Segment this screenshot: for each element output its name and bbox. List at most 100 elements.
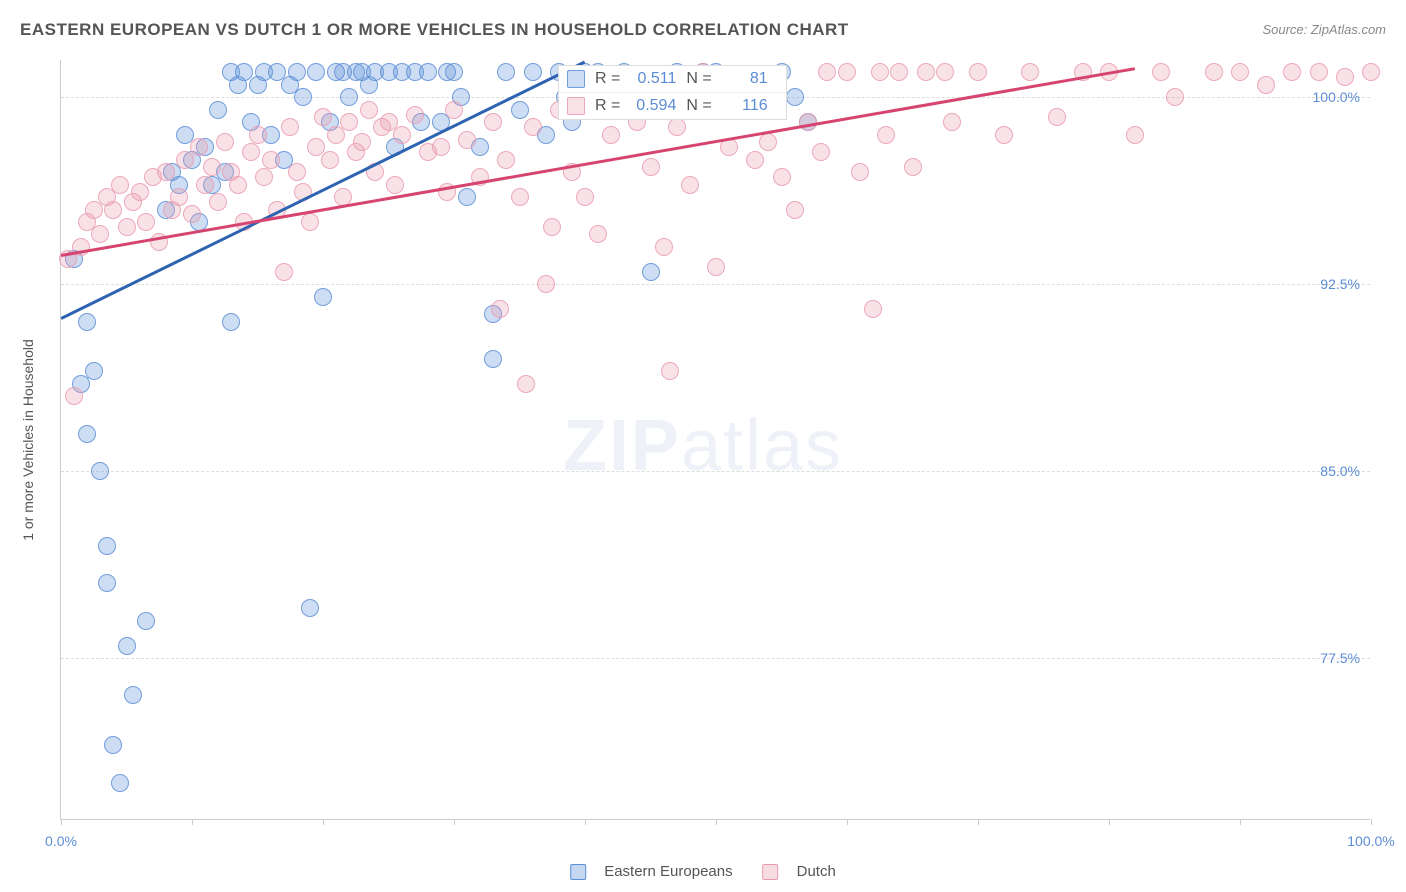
gridline bbox=[61, 658, 1370, 659]
data-point bbox=[249, 126, 267, 144]
data-point bbox=[275, 263, 293, 281]
x-tick bbox=[978, 819, 979, 825]
data-point bbox=[242, 143, 260, 161]
y-tick-label: 85.0% bbox=[1320, 463, 1360, 479]
data-point bbox=[851, 163, 869, 181]
data-point bbox=[104, 736, 122, 754]
data-point bbox=[85, 362, 103, 380]
data-point bbox=[78, 313, 96, 331]
data-point bbox=[1126, 126, 1144, 144]
data-point bbox=[419, 63, 437, 81]
data-point bbox=[432, 138, 450, 156]
data-point bbox=[458, 188, 476, 206]
x-tick bbox=[847, 819, 848, 825]
data-point bbox=[511, 101, 529, 119]
data-point bbox=[301, 599, 319, 617]
data-point bbox=[1283, 63, 1301, 81]
data-point bbox=[386, 176, 404, 194]
data-point bbox=[904, 158, 922, 176]
data-point bbox=[91, 225, 109, 243]
data-point bbox=[1166, 88, 1184, 106]
correlation-stats-box: R =0.511N =81R =0.594N =116 bbox=[558, 65, 787, 120]
data-point bbox=[812, 143, 830, 161]
data-point bbox=[458, 131, 476, 149]
data-point bbox=[1257, 76, 1275, 94]
x-tick bbox=[1240, 819, 1241, 825]
data-point bbox=[491, 300, 509, 318]
scatter-plot-area: 77.5%85.0%92.5%100.0%0.0%100.0% bbox=[60, 60, 1370, 820]
data-point bbox=[943, 113, 961, 131]
data-point bbox=[511, 188, 529, 206]
data-point bbox=[111, 774, 129, 792]
data-point bbox=[773, 168, 791, 186]
data-point bbox=[445, 101, 463, 119]
data-point bbox=[360, 101, 378, 119]
data-point bbox=[1362, 63, 1380, 81]
legend-swatch bbox=[567, 70, 585, 88]
data-point bbox=[890, 63, 908, 81]
stat-r-value: 0.594 bbox=[624, 97, 676, 115]
data-point bbox=[1152, 63, 1170, 81]
stats-row: R =0.511N =81 bbox=[559, 66, 786, 92]
data-point bbox=[746, 151, 764, 169]
data-point bbox=[864, 300, 882, 318]
legend-swatch bbox=[763, 864, 779, 880]
data-point bbox=[759, 133, 777, 151]
x-tick bbox=[716, 819, 717, 825]
data-point bbox=[209, 193, 227, 211]
data-point bbox=[576, 188, 594, 206]
data-point bbox=[1048, 108, 1066, 126]
stat-n-value: 81 bbox=[716, 70, 768, 88]
data-point bbox=[190, 138, 208, 156]
data-point bbox=[543, 218, 561, 236]
data-point bbox=[131, 183, 149, 201]
data-point bbox=[340, 88, 358, 106]
chart-title: EASTERN EUROPEAN VS DUTCH 1 OR MORE VEHI… bbox=[20, 20, 849, 40]
stat-r-label: R = bbox=[595, 70, 620, 88]
legend-swatch bbox=[570, 864, 586, 880]
data-point bbox=[818, 63, 836, 81]
data-point bbox=[203, 158, 221, 176]
data-point bbox=[1310, 63, 1328, 81]
data-point bbox=[707, 258, 725, 276]
data-point bbox=[353, 133, 371, 151]
data-point bbox=[936, 63, 954, 81]
x-tick-label: 0.0% bbox=[45, 833, 77, 849]
data-point bbox=[314, 288, 332, 306]
data-point bbox=[222, 313, 240, 331]
data-point bbox=[537, 275, 555, 293]
data-point bbox=[871, 63, 889, 81]
legend-label: Eastern Europeans bbox=[604, 863, 732, 880]
gridline bbox=[61, 471, 1370, 472]
data-point bbox=[301, 213, 319, 231]
y-axis-label: 1 or more Vehicles in Household bbox=[20, 339, 36, 541]
series-legend: Eastern EuropeansDutch bbox=[570, 863, 836, 880]
x-tick bbox=[1109, 819, 1110, 825]
data-point bbox=[118, 637, 136, 655]
source-attribution: Source: ZipAtlas.com bbox=[1262, 22, 1386, 37]
data-point bbox=[229, 176, 247, 194]
data-point bbox=[969, 63, 987, 81]
data-point bbox=[262, 151, 280, 169]
data-point bbox=[877, 126, 895, 144]
y-tick-label: 77.5% bbox=[1320, 650, 1360, 666]
data-point bbox=[524, 63, 542, 81]
data-point bbox=[288, 63, 306, 81]
data-point bbox=[681, 176, 699, 194]
data-point bbox=[104, 201, 122, 219]
data-point bbox=[589, 225, 607, 243]
data-point bbox=[91, 462, 109, 480]
data-point bbox=[255, 168, 273, 186]
data-point bbox=[917, 63, 935, 81]
data-point bbox=[393, 126, 411, 144]
data-point bbox=[1231, 63, 1249, 81]
data-point bbox=[642, 263, 660, 281]
x-tick bbox=[323, 819, 324, 825]
data-point bbox=[655, 238, 673, 256]
data-point bbox=[786, 201, 804, 219]
stat-n-label: N = bbox=[686, 70, 711, 88]
stat-r-label: R = bbox=[595, 97, 620, 115]
data-point bbox=[288, 163, 306, 181]
data-point bbox=[98, 537, 116, 555]
data-point bbox=[786, 88, 804, 106]
